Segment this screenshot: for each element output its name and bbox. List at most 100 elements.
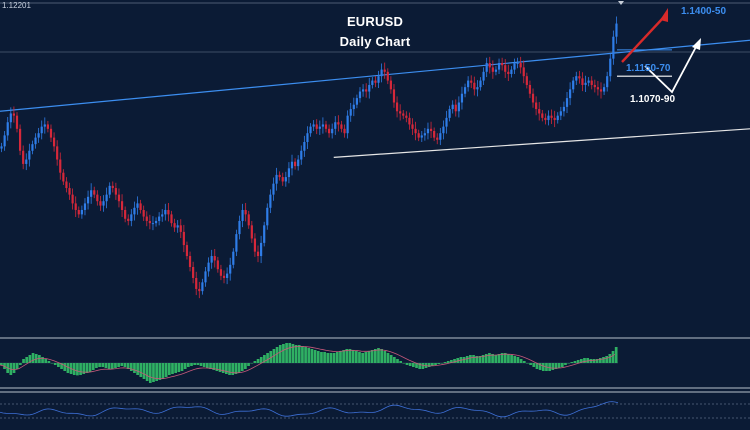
macd-bar [196,363,200,365]
candle-body [463,87,467,94]
macd-bar [595,359,599,363]
candle-body [346,115,349,134]
candle-body [599,89,603,92]
macd-bar [275,347,279,363]
macd-bar [231,363,235,375]
macd-bar [332,353,336,363]
macd-bar [148,363,152,383]
candle-body [56,146,59,160]
candle-body [417,133,420,138]
candle-body [3,135,6,147]
macd-bar [244,363,247,369]
candle-body [504,65,507,72]
bear-projection-arrow [621,17,664,63]
macd-bar [579,359,583,363]
macd-bar [500,353,504,363]
macd-bar [0,363,3,365]
candle-body [83,203,87,210]
candle-body [470,80,473,83]
candle-body [519,63,522,68]
macd-bar [560,363,564,367]
candle-body [25,159,28,164]
candle-body [154,220,158,224]
macd-bar [339,351,342,363]
macd-bar [326,353,330,363]
candle-body [65,181,68,189]
candle-body [399,111,402,114]
macd-bar [431,363,434,366]
candle-body [297,159,300,167]
macd-bar [218,363,222,372]
macd-bar [95,363,98,368]
candle-body [361,89,365,92]
macd-bar [513,356,517,363]
candle-body [426,128,430,134]
macd-bar [152,363,155,382]
bull-projection-arrow [644,44,698,94]
candle-body [414,128,417,134]
macd-bar [592,359,596,363]
candle-body [488,63,491,68]
macd-bar [66,363,70,373]
macd-bar [288,343,292,363]
macd-bar [15,363,19,369]
macd-bar [133,363,136,373]
macd-bar [456,358,460,363]
candle-body [559,111,562,116]
candle-body [151,223,155,225]
candle-body [263,225,266,243]
candle-body [578,76,581,79]
candle-body [581,78,584,85]
candle-body [318,126,321,129]
macd-bar [497,354,501,363]
macd-bar [101,363,105,367]
candle-body [315,124,318,129]
trendline-lower [333,128,750,158]
macd-bar [110,363,114,369]
candle-body [9,113,12,123]
macd-bar [507,354,510,363]
chart-subtitle: Daily Chart [339,34,411,49]
macd-bar [28,355,32,363]
candle-body [114,188,117,195]
macd-bar [136,363,139,375]
candle-body [528,84,532,94]
macd-bar [402,363,406,364]
candle-body [451,104,454,110]
macd-bar [234,363,238,374]
candle-body [436,137,439,140]
candle-body [609,58,612,77]
candle-body [59,159,62,173]
macd-bar [278,345,282,363]
candle-body [111,185,114,189]
macd-bar [88,363,92,372]
candle-body [238,220,241,235]
macd-bar [412,363,415,367]
macd-bar [183,363,187,369]
macd-bar [263,355,266,363]
macd-bar [38,355,41,363]
macd-bar [129,363,133,371]
macd-bar [114,363,117,368]
macd-bar [193,363,197,365]
candle-body [6,122,9,136]
candle-body [127,218,130,221]
macd-bar [557,363,561,368]
macd-bar [491,354,494,363]
macd-bar [589,359,593,363]
macd-bar [503,353,507,363]
macd-bar [50,363,54,364]
macd-bar [53,363,57,365]
level-label-support: 1.1070-90 [630,94,676,105]
candle-body [569,89,572,99]
candle-body [392,89,396,103]
candle-body [281,177,284,182]
candle-body [374,80,377,83]
candle-body [584,82,587,85]
macd-bar [392,357,396,363]
candle-body [497,63,501,70]
candle-body [454,104,457,112]
macd-bar [63,363,67,371]
macd-bar [570,362,574,363]
candle-body [158,216,161,221]
